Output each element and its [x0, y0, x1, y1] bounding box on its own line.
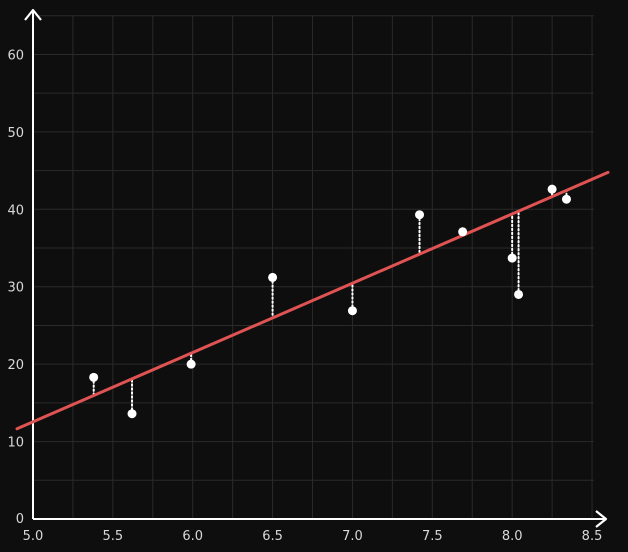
y-axis-arrowhead: [24, 8, 42, 21]
data-point: [186, 359, 196, 369]
data-point: [89, 372, 99, 382]
data-point: [561, 194, 571, 204]
y-tick-label: 20: [7, 358, 24, 373]
data-point: [547, 184, 557, 194]
x-axis-arrowhead: [595, 510, 608, 528]
x-tick-label: 6.5: [262, 529, 283, 544]
axes: [24, 8, 608, 528]
data-point: [127, 409, 137, 419]
y-tick-labels: 0 10 20 30 40 50 60: [7, 48, 24, 527]
x-tick-labels: 5.0 5.5 6.0 6.5 7.0 7.5 8.0 8.5: [23, 529, 603, 544]
data-point: [458, 227, 468, 237]
y-tick-label: 0: [16, 512, 24, 527]
data-point: [415, 210, 425, 220]
x-tick-label: 8.0: [502, 529, 523, 544]
y-tick-label: 40: [7, 203, 24, 218]
x-tick-label: 5.5: [103, 529, 124, 544]
data-point: [507, 253, 517, 263]
x-tick-label: 6.0: [182, 529, 203, 544]
x-tick-label: 7.0: [342, 529, 363, 544]
y-tick-label: 30: [7, 281, 24, 296]
data-point: [514, 289, 524, 299]
y-tick-label: 10: [7, 436, 24, 451]
y-tick-label: 50: [7, 126, 24, 141]
data-points: [89, 184, 571, 419]
x-tick-label: 5.0: [23, 529, 44, 544]
grid-lines: [33, 15, 594, 519]
y-tick-label: 60: [7, 48, 24, 63]
regression-line: [15, 170, 610, 431]
fit-line-group: [15, 170, 610, 431]
x-tick-label: 8.5: [582, 529, 603, 544]
x-tick-label: 7.5: [422, 529, 443, 544]
data-point: [347, 306, 357, 316]
data-point: [268, 272, 278, 282]
